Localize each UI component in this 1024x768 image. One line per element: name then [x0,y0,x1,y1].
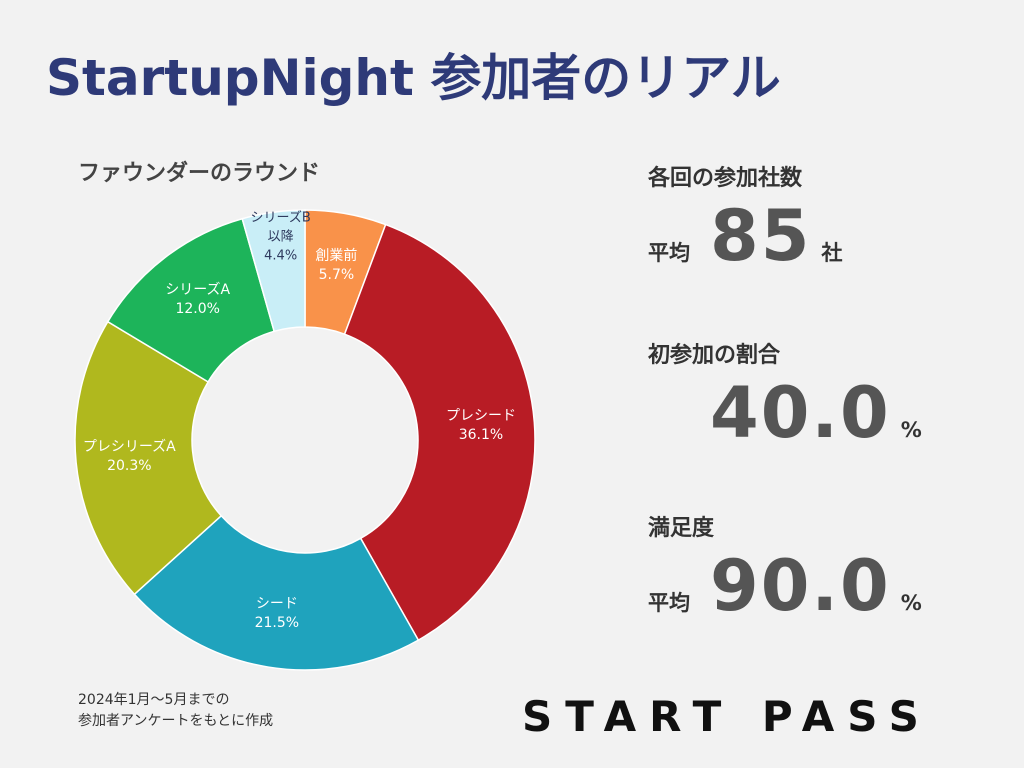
category-label: 創業前 [315,248,358,265]
donut-chart [74,209,536,671]
wedge-label: シリーズB以降 4.4% [250,209,312,266]
stat-value: 90.0 [710,545,891,627]
footnote: 2024年1月～5月までの 参加者アンケートをもとに作成 [78,690,273,732]
stat-prefix: 平均 [648,591,690,615]
value-label: 4.4% [264,248,298,264]
value-label: 21.5% [254,615,300,632]
chart-title: ファウンダーのラウンド [78,161,321,186]
stat-unit: % [900,418,922,442]
stat-heading: 満足度 [648,516,715,541]
stat-row: 平均 85 社 [648,195,842,277]
wedge [241,209,306,333]
stat-unit: % [900,591,922,615]
wedge-label: シリーズA 12.0% [133,281,263,319]
stat-value: 85 [710,195,812,277]
value-label: 12.0% [175,300,220,317]
logo: START PASS [522,692,932,741]
title: StartupNight 参加者のリアル [46,49,781,107]
wedge-label: 創業前 5.7% [271,247,401,285]
footnote-line: 参加者アンケートをもとに作成 [78,713,274,729]
category-label: シリーズB以降 [250,210,311,245]
stat-value: 40.0 [710,372,891,454]
value-label: 5.7% [318,267,355,284]
category-label: プレシリーズA [82,439,176,456]
wedge-label: シード 21.5% [212,595,342,633]
footnote-line: 2024年1月～5月までの [78,692,230,708]
stat-prefix: 平均 [648,241,690,265]
value-label: 20.3% [107,458,152,475]
stat-heading: 各回の参加社数 [648,166,803,191]
stat-row: 40.0% [648,372,922,454]
wedge-label: プレシード 36.1% [416,407,546,445]
category-label: シリーズA [165,281,231,298]
category-label: シード [255,596,298,613]
wedge [74,320,223,596]
category-label: プレシード [445,408,516,425]
stat-row: 平均 90.0% [648,545,922,627]
wedge [343,223,536,642]
wedge-label: プレシリーズA 20.3% [64,438,194,476]
wedge [133,514,420,671]
stat-unit: 社 [821,241,843,265]
value-label: 36.1% [458,427,504,444]
stat-heading: 初参加の割合 [648,343,781,368]
